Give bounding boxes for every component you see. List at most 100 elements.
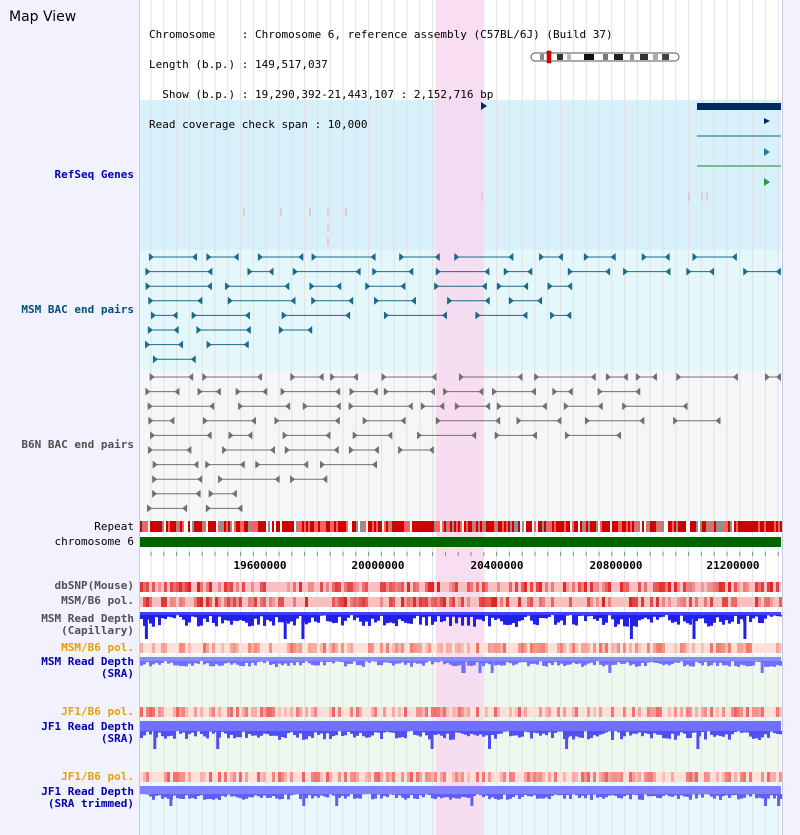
snp-cell (542, 772, 545, 782)
depth-bar (530, 615, 533, 621)
snp-cell (668, 707, 671, 717)
repeat-block (644, 521, 646, 532)
depth-bar (398, 731, 401, 738)
depth-bar (479, 794, 482, 796)
depth-bar (779, 794, 782, 799)
header-coverage: Read coverage check span : 10,000 (149, 118, 368, 131)
track-label-jf1-b6-pol-2[interactable]: JF1/B6 pol. (61, 770, 134, 783)
repeat-block (156, 521, 158, 532)
repeat-block (610, 521, 612, 532)
repeat-block (406, 521, 408, 532)
snp-cell (710, 643, 713, 653)
snp-cell (389, 772, 392, 782)
bac-end-marker (616, 431, 622, 440)
snp-cell (653, 707, 656, 717)
track-label-msm-bac[interactable]: MSM BAC end pairs (21, 303, 134, 316)
snp-cell (560, 643, 563, 653)
repeat-block (150, 521, 152, 532)
track-label-jf1-depth-sra[interactable]: JF1 Read Depth (SRA) (41, 720, 134, 745)
track-label-msm-depth-capillary[interactable]: MSM Read Depth (Capillary) (41, 612, 134, 637)
repeat-block (724, 521, 726, 532)
snp-cell (440, 597, 443, 607)
bac-end-marker (243, 340, 249, 349)
depth-bar (680, 615, 683, 616)
depth-bar (575, 615, 578, 626)
track-label-b6n-bac[interactable]: B6N BAC end pairs (21, 438, 134, 451)
track-label-dbsnp[interactable]: dbSNP(Mouse) (54, 579, 134, 592)
snp-cell (590, 582, 593, 592)
bac-end-marker (270, 446, 276, 454)
depth-bar (635, 615, 638, 627)
depth-bar (530, 661, 533, 664)
repeat-block (608, 521, 610, 532)
track-label-msm-depth-sra[interactable]: MSM Read Depth (SRA) (41, 655, 134, 680)
depth-bar (671, 731, 674, 734)
depth-bar (236, 615, 239, 622)
depth-bar (677, 731, 680, 736)
depth-bar (545, 615, 548, 619)
snp-cell (743, 772, 746, 782)
snp-cell (755, 582, 758, 592)
snp-cell (353, 597, 356, 607)
depth-bar (350, 731, 353, 734)
track-label-jf1-depth-trimmed[interactable]: JF1 Read Depth (SRA trimmed) (41, 785, 134, 810)
bac-end-marker (539, 253, 545, 261)
depth-bar (641, 794, 644, 800)
bac-end-marker (290, 296, 296, 305)
depth-bar (221, 794, 224, 796)
bac-end-marker (335, 387, 341, 396)
repeat-block (396, 521, 398, 532)
depth-bar (341, 661, 344, 662)
depth-bar (713, 615, 716, 623)
repeat-block (578, 521, 580, 532)
repeat-block (166, 521, 168, 532)
snp-cell (278, 772, 281, 782)
repeat-block (172, 521, 174, 532)
bac-end-marker (583, 253, 589, 261)
track-label-msm-b6-pol-2[interactable]: MSM/B6 pol. (61, 641, 134, 654)
repeat-block (678, 521, 680, 532)
snp-cell (542, 597, 545, 607)
depth-bar (254, 661, 257, 666)
repeat-block (174, 521, 176, 532)
repeat-block (502, 521, 504, 532)
depth-bar (740, 731, 743, 733)
depth-spike (144, 615, 148, 639)
depth-bar (203, 615, 206, 619)
snp-cell (239, 772, 242, 782)
snp-cell (344, 772, 347, 782)
snp-cell (599, 643, 602, 653)
depth-bar (278, 661, 281, 664)
depth-bar (458, 794, 461, 799)
depth-bar (617, 615, 620, 625)
snp-cell (440, 707, 443, 717)
track-label-msm-b6-pol-1[interactable]: MSM/B6 pol. (61, 594, 134, 607)
depth-bar (629, 794, 632, 800)
depth-bar (476, 661, 479, 663)
repeat-block (698, 521, 700, 532)
repeat-block (404, 521, 406, 532)
depth-bar (299, 794, 302, 800)
repeat-block (288, 521, 290, 532)
depth-bar (386, 661, 389, 663)
depth-bar (308, 794, 311, 796)
depth-bar (350, 661, 353, 664)
depth-bar (170, 731, 173, 736)
bac-end-marker (352, 373, 358, 381)
track-label-jf1-b6-pol-1[interactable]: JF1/B6 pol. (61, 705, 134, 718)
bac-end-marker (447, 296, 453, 305)
snp-cell (572, 772, 575, 782)
bac-end-marker (148, 416, 154, 425)
snp-cell (572, 582, 575, 592)
repeat-block (730, 521, 732, 532)
depth-bar (227, 615, 230, 621)
depth-bar (380, 794, 383, 799)
track-label-refseq[interactable]: RefSeq Genes (54, 168, 134, 181)
depth-bar (659, 661, 662, 664)
snp-cell (692, 643, 695, 653)
depth-bar (572, 615, 575, 625)
depth-bar (473, 731, 476, 735)
depth-bar (743, 731, 746, 733)
repeat-block (382, 521, 384, 532)
